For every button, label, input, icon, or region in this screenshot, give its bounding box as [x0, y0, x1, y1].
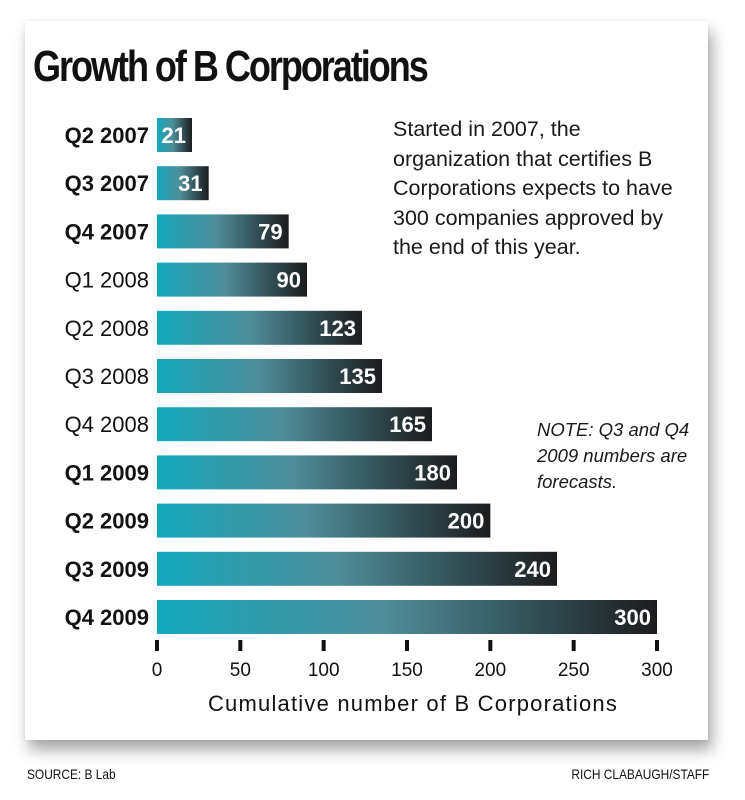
x-tick-label: 250: [558, 660, 590, 681]
chart-title: Growth of B Corporations: [33, 42, 429, 91]
x-tick-label: 300: [641, 660, 673, 681]
category-label: Q2 2008: [65, 316, 149, 341]
x-tick-label: 0: [152, 660, 163, 681]
bar-value-label: 79: [258, 219, 282, 244]
x-tick: [405, 640, 409, 651]
category-label: Q1 2009: [65, 460, 149, 485]
category-label: Q4 2008: [65, 412, 149, 437]
bar-value-label: 200: [448, 509, 485, 534]
intro-text: Started in 2007, the organization that c…: [393, 117, 673, 259]
bar: [157, 310, 362, 345]
x-tick: [321, 640, 326, 651]
bar: [157, 118, 192, 152]
bar: [157, 551, 557, 586]
bar-value-label: 123: [319, 316, 356, 341]
x-axis-title: Cumulative number of B Corporations: [208, 691, 618, 716]
category-label: Q2 2007: [65, 123, 149, 148]
category-label: Q2 2009: [65, 509, 149, 534]
bar: [157, 503, 491, 538]
bars-group: Q2 2007 21 Q3 2007 31 Q4 2007 79 Q1 2008 90 Q2 2…: [65, 118, 657, 634]
bar-value-label: 90: [277, 268, 301, 293]
forecast-note: NOTE: Q3 and Q4 2009 numbers are forecas…: [537, 419, 690, 492]
x-tick: [571, 640, 576, 651]
x-tick-label: 150: [391, 660, 423, 681]
category-label: Q1 2008: [65, 268, 149, 293]
bar-value-label: 135: [339, 364, 376, 389]
x-tick: [238, 640, 243, 651]
x-tick: [655, 640, 659, 651]
bar-value-label: 240: [514, 557, 551, 582]
category-label: Q4 2007: [65, 219, 149, 244]
bar: [157, 262, 307, 297]
source-credit: SOURCE: B Lab: [27, 766, 116, 782]
bar-value-label: 21: [162, 123, 186, 148]
x-tick: [488, 640, 493, 651]
x-tick: [155, 640, 159, 651]
bar: [157, 166, 209, 201]
bar: [157, 600, 657, 634]
x-axis: 0 50 100 150 200 250 300 Cumulative number of B…: [152, 640, 673, 716]
bar-value-label: 180: [414, 460, 451, 485]
artist-credit: RICH CLABAUGH/STAFF: [571, 766, 709, 782]
bar: [157, 407, 432, 442]
category-label: Q3 2007: [65, 171, 149, 196]
x-tick-label: 200: [474, 660, 506, 681]
bar: [157, 359, 382, 393]
bar: [157, 214, 289, 249]
category-label: Q4 2009: [65, 605, 149, 630]
bar-value-label: 31: [178, 171, 202, 196]
x-tick-label: 100: [308, 660, 340, 681]
category-label: Q3 2008: [65, 364, 149, 389]
category-label: Q3 2009: [65, 557, 149, 582]
bar: [157, 455, 457, 490]
x-tick-label: 50: [230, 660, 251, 681]
bar-value-label: 300: [614, 605, 651, 630]
bar-value-label: 165: [389, 412, 426, 437]
